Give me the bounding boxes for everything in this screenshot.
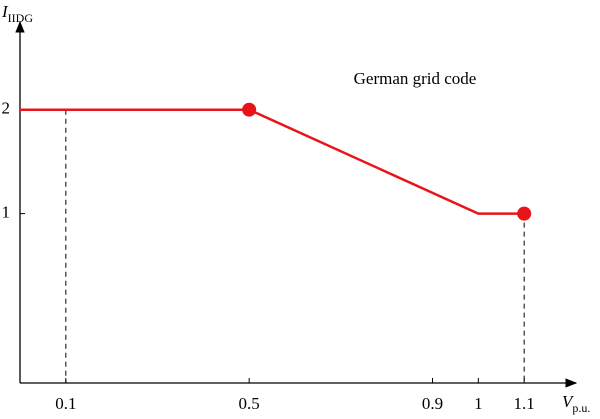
annotation: German grid code bbox=[354, 69, 477, 88]
line bbox=[20, 108, 525, 215]
x-tick-label: 0.5 bbox=[239, 394, 260, 413]
x-tick-label: 1 bbox=[474, 394, 483, 413]
y-label-main: I bbox=[1, 2, 9, 21]
x-axis-label: Vp.u. bbox=[562, 392, 590, 415]
x-tick-label: 1.1 bbox=[514, 394, 535, 413]
y-tick-label: 2 bbox=[2, 99, 11, 118]
marker bbox=[242, 102, 257, 117]
marker bbox=[517, 206, 532, 221]
x-label-main: V bbox=[562, 392, 575, 411]
x-tick-label: 0.9 bbox=[422, 394, 443, 413]
x-label-sub: p.u. bbox=[572, 401, 590, 415]
y-label-sub: IIDG bbox=[8, 11, 34, 25]
y-tick-label: 1 bbox=[2, 203, 11, 222]
y-axis-label: IIIDG bbox=[1, 2, 33, 25]
x-tick-label: 0.1 bbox=[55, 394, 76, 413]
